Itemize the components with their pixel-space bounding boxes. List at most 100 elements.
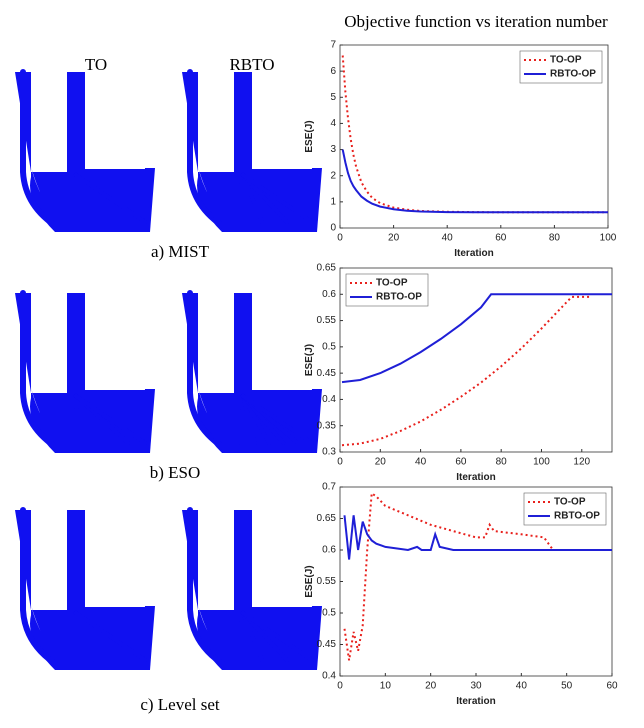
topology xyxy=(15,69,155,232)
y-tick-label: 0.5 xyxy=(322,608,336,619)
frame xyxy=(182,72,322,232)
legend-box xyxy=(523,492,607,526)
strut xyxy=(241,394,314,445)
frame xyxy=(182,510,322,670)
frame-outline xyxy=(20,69,155,231)
x-tick-label: 60 xyxy=(606,681,618,692)
topology xyxy=(15,290,155,453)
column-label: RBTO xyxy=(229,55,274,74)
frame-outline xyxy=(187,507,322,669)
panel-caption: a) MIST xyxy=(151,242,210,261)
strut xyxy=(59,394,78,445)
panel-caption: c) Level set xyxy=(140,695,220,714)
x-tick-label: 80 xyxy=(496,457,508,468)
y-tick-label: 0.65 xyxy=(317,263,337,274)
y-tick-label: 0.6 xyxy=(322,289,336,300)
strut xyxy=(210,611,245,656)
y-tick-label: 0.5 xyxy=(322,341,336,352)
y-tick-label: 0.55 xyxy=(317,315,337,326)
strut xyxy=(241,611,314,662)
strut xyxy=(235,611,245,662)
y-tick-label: 6 xyxy=(330,66,336,77)
x-axis-label: Iteration xyxy=(454,248,493,259)
x-tick-label: 30 xyxy=(470,681,482,692)
y-tick-label: 5 xyxy=(330,92,336,103)
y-tick-label: 1 xyxy=(330,196,336,207)
y-tick-label: 0.7 xyxy=(322,482,336,493)
x-axis-label: Iteration xyxy=(456,696,495,707)
x-tick-label: 20 xyxy=(388,233,400,244)
topology xyxy=(182,290,322,453)
y-tick-label: 0.45 xyxy=(317,639,337,650)
strut xyxy=(241,394,257,445)
column-label: TO xyxy=(85,55,107,74)
strut xyxy=(224,394,245,445)
strut xyxy=(43,173,78,218)
x-tick-label: 40 xyxy=(442,233,454,244)
topology xyxy=(182,507,322,670)
y-axis-label: ESE(J) xyxy=(304,120,315,152)
x-tick-label: 0 xyxy=(337,233,343,244)
strut xyxy=(241,173,264,224)
x-tick-label: 60 xyxy=(495,233,507,244)
x-axis-label: Iteration xyxy=(456,472,495,483)
legend-label: TO-OP xyxy=(550,55,582,66)
y-tick-label: 0.65 xyxy=(317,513,337,524)
x-tick-label: 100 xyxy=(533,457,550,468)
series-line xyxy=(343,491,554,661)
legend-label: RBTO-OP xyxy=(554,511,600,522)
strut xyxy=(74,173,81,224)
x-tick-label: 60 xyxy=(455,457,467,468)
strut xyxy=(241,611,264,662)
strut xyxy=(241,173,289,224)
strut xyxy=(74,394,81,445)
strut xyxy=(43,394,78,439)
series-line xyxy=(341,293,612,384)
y-tick-label: 2 xyxy=(330,170,336,181)
x-tick-label: 10 xyxy=(380,681,392,692)
frame xyxy=(15,510,155,670)
topology xyxy=(182,69,322,232)
y-tick-label: 7 xyxy=(330,40,336,51)
y-tick-label: 0.55 xyxy=(317,576,337,587)
series-line xyxy=(343,515,612,560)
series-line xyxy=(341,149,608,214)
strut xyxy=(74,173,114,224)
strut xyxy=(74,394,147,445)
topology xyxy=(15,507,155,670)
y-tick-label: 0.4 xyxy=(322,394,336,405)
topology-images xyxy=(15,69,322,670)
y-tick-label: 0.6 xyxy=(322,545,336,556)
y-tick-label: 0.35 xyxy=(317,420,337,431)
frame xyxy=(182,293,322,453)
x-tick-label: 50 xyxy=(561,681,573,692)
x-tick-label: 40 xyxy=(516,681,528,692)
legend-box xyxy=(519,50,603,84)
strut xyxy=(235,173,245,224)
y-tick-label: 3 xyxy=(330,144,336,155)
x-tick-label: 40 xyxy=(415,457,427,468)
y-axis-label: ESE(J) xyxy=(304,344,315,376)
legend-label: TO-OP xyxy=(554,497,586,508)
strut xyxy=(74,611,147,662)
y-tick-label: 0.3 xyxy=(322,447,336,458)
strut xyxy=(74,394,97,445)
y-tick-label: 0.4 xyxy=(322,671,336,682)
strut xyxy=(238,394,245,445)
x-tick-label: 80 xyxy=(549,233,561,244)
legend-label: TO-OP xyxy=(376,278,408,289)
frame-outline xyxy=(20,507,155,669)
frame xyxy=(15,72,155,232)
strut xyxy=(241,173,314,224)
y-tick-label: 0.45 xyxy=(317,368,337,379)
chart: 0.4 0.45 0.5 0.55 0.6 0.65 0.7 0 10 20 30 40 50 60 Ite… xyxy=(304,482,618,707)
strut xyxy=(43,611,78,656)
frame-outline xyxy=(20,290,155,452)
x-tick-label: 120 xyxy=(573,457,590,468)
x-tick-label: 0 xyxy=(337,457,343,468)
strut xyxy=(210,173,245,218)
chart: 0.3 0.35 0.4 0.45 0.5 0.55 0.6 0.65 0 20 40 60 80 100… xyxy=(304,263,613,483)
x-tick-label: 20 xyxy=(425,681,437,692)
legend-label: RBTO-OP xyxy=(550,69,596,80)
